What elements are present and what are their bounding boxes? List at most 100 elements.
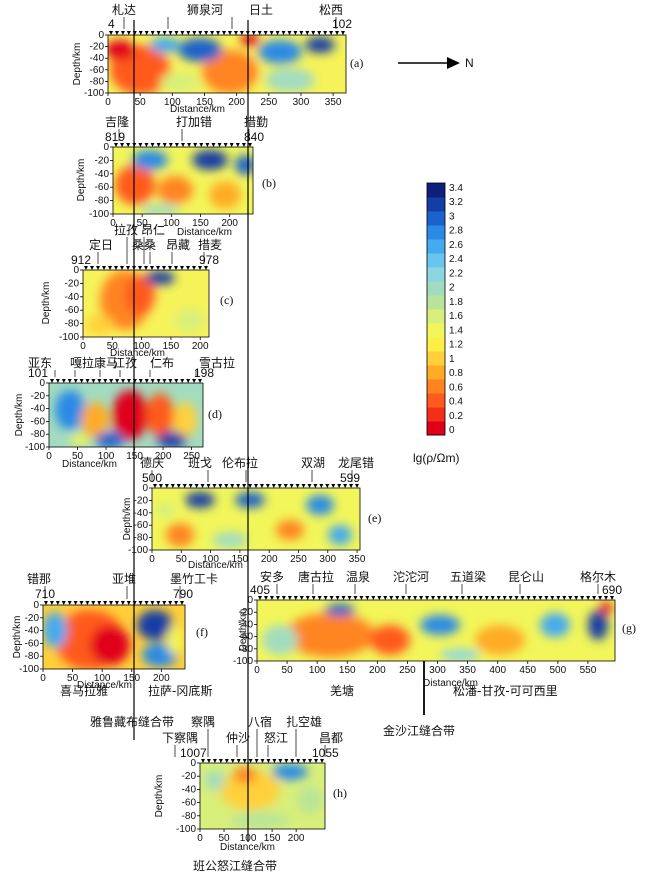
mt-station-marker [91, 379, 96, 383]
mt-station-marker [365, 596, 370, 600]
mt-station-marker [192, 266, 196, 270]
y-tick-label: -80 [182, 811, 197, 822]
mt-station-marker [132, 31, 137, 35]
x-axis-label: Distance/km [170, 104, 225, 115]
x-axis-label: Distance/km [77, 680, 132, 691]
colorbar-swatch [427, 197, 445, 212]
y-tick-label: -40 [90, 53, 105, 64]
mt-station-marker [222, 31, 227, 35]
place-name: 错那 [27, 572, 51, 586]
mt-station-marker [138, 31, 143, 35]
mt-station-marker [295, 484, 300, 488]
mt-station-marker [343, 484, 348, 488]
suture-bangong-nujiang: 班公怒江缝合带 [193, 858, 277, 873]
mt-station-marker [305, 31, 310, 35]
mt-station-marker [138, 266, 142, 270]
mt-station-marker [176, 484, 181, 488]
mt-station-marker [281, 31, 286, 35]
mt-station-marker [275, 596, 280, 600]
colorbar-tick-label: 3.4 [449, 183, 463, 194]
mt-station-marker [138, 379, 143, 383]
place-name: 下察隅 [162, 731, 198, 745]
place-name: 狮泉河 [187, 3, 223, 17]
mt-station-marker [337, 484, 342, 488]
colorbar: 3.4 3.2 3 2.8 2.6 2.4 2.2 2 1.8 1.6 1.4 1.2 1 0.8 0.6 0… [426, 182, 463, 436]
station-number: 790 [173, 587, 193, 601]
station-number: 690 [602, 583, 622, 597]
mt-station-marker [217, 143, 222, 147]
mt-station-marker [120, 601, 125, 605]
mt-station-marker [85, 379, 90, 383]
x-tick-label: 0 [105, 97, 111, 108]
y-axis-label: Depth/km [12, 616, 23, 659]
mt-station-marker [248, 143, 252, 147]
mt-station-marker [49, 601, 54, 605]
mt-station-marker [182, 484, 187, 488]
mt-station-marker [85, 601, 90, 605]
mt-station-marker [377, 596, 382, 600]
mt-station-marker [293, 31, 298, 35]
x-tick-label: 50 [218, 833, 230, 844]
terrane-himalaya: 喜马拉雅 [60, 683, 108, 698]
x-tick-label: 150 [196, 97, 213, 108]
place-name: 格尔木 [580, 569, 616, 584]
y-tick-label: 0 [39, 378, 45, 389]
mt-station-marker [168, 31, 173, 35]
panel-label: (b) [262, 176, 276, 190]
mt-station-marker [150, 31, 155, 35]
mt-station-marker [162, 379, 167, 383]
mt-station-marker [263, 596, 268, 600]
place-name: 扎空雄 [286, 714, 322, 729]
y-tick-label: -40 [239, 619, 254, 630]
panel-e [151, 487, 361, 551]
mt-station-marker [275, 31, 280, 35]
mt-station-marker [508, 596, 513, 600]
colorbar-tick-label: 2 [449, 283, 455, 294]
mt-station-marker [114, 266, 118, 270]
colorbar-tick-label: 0 [449, 425, 455, 436]
x-tick-label: 50 [135, 97, 147, 108]
y-axis-label: Depth/km [154, 775, 165, 818]
x-axis-label: Distance/km [110, 348, 165, 359]
panel-c-resistivity-image [83, 270, 209, 337]
place-name: 亚堆 [112, 572, 136, 586]
station-number: 405 [250, 583, 270, 597]
mt-station-marker [204, 31, 209, 35]
y-axis-label: Depth/km [76, 159, 87, 202]
north-arrow: N [398, 56, 474, 70]
x-tick-label: 250 [260, 97, 277, 108]
x-tick-label: 300 [429, 665, 446, 676]
mt-station-marker [109, 31, 113, 35]
mt-station-marker [192, 31, 197, 35]
y-axis-label: Depth/km [14, 394, 25, 437]
x-tick-label: 50 [72, 451, 84, 462]
x-axis-label: Distance/km [220, 842, 275, 853]
mt-station-marker [162, 601, 167, 605]
place-name: 八宿 [248, 714, 272, 729]
mt-station-marker [216, 31, 221, 35]
mt-station-marker [174, 601, 179, 605]
mt-station-marker [413, 596, 418, 600]
panel-f-resistivity-image [43, 605, 185, 669]
mt-station-marker [355, 484, 359, 488]
mt-station-marker [407, 596, 412, 600]
mt-station-marker [212, 484, 217, 488]
mt-station-marker [604, 596, 609, 600]
mt-station-marker [156, 31, 161, 35]
mt-station-marker [97, 379, 102, 383]
x-tick-label: 0 [80, 341, 86, 352]
mt-station-marker [150, 143, 155, 147]
colorbar-swatch [427, 253, 445, 268]
mt-station-marker [490, 596, 495, 600]
colorbar-tick-label: 1 [449, 354, 455, 365]
mt-station-marker [97, 601, 102, 605]
mt-station-marker [84, 266, 88, 270]
mt-station-marker [198, 266, 202, 270]
x-tick-label: 200 [228, 97, 245, 108]
mt-station-marker [431, 596, 436, 600]
y-tick-label: -100 [176, 824, 196, 835]
terrane-lhasa-gangdese: 拉萨-冈底斯 [148, 683, 212, 698]
mt-station-marker [257, 31, 262, 35]
mt-station-marker [271, 484, 276, 488]
mt-station-marker [227, 31, 232, 35]
